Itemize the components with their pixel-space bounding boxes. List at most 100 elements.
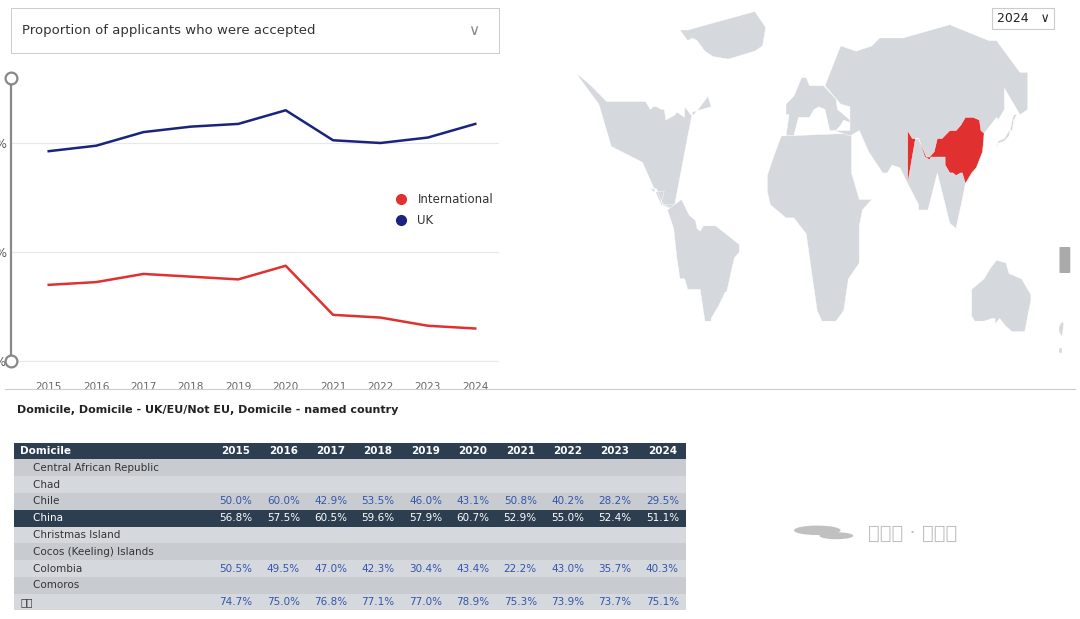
Text: 2024: 2024 [648, 446, 677, 456]
Bar [354, 594, 402, 610]
Circle shape [820, 532, 853, 539]
Text: 52.9%: 52.9% [503, 513, 537, 523]
Bar [213, 527, 259, 543]
Bar [307, 543, 354, 560]
Text: 43.0%: 43.0% [551, 563, 584, 574]
Bar [259, 560, 307, 577]
Bar [449, 577, 497, 594]
Bar [544, 594, 591, 610]
Bar [213, 560, 259, 577]
Text: 2020: 2020 [458, 446, 487, 456]
Bar [14, 543, 213, 560]
Bar [497, 459, 544, 476]
Text: China: China [21, 513, 64, 523]
Bar [449, 443, 497, 459]
Bar [354, 527, 402, 543]
Text: 43.4%: 43.4% [456, 563, 489, 574]
Bar [591, 527, 638, 543]
Bar [638, 527, 686, 543]
Bar [402, 443, 449, 459]
Bar [213, 543, 259, 560]
Legend: International, UK: International, UK [384, 188, 498, 232]
Text: 2015: 2015 [221, 446, 251, 456]
Bar [449, 560, 497, 577]
Bar [402, 577, 449, 594]
Bar [449, 510, 497, 527]
Text: 22.2%: 22.2% [503, 563, 537, 574]
Bar [497, 476, 544, 493]
Polygon shape [767, 133, 872, 321]
Bar [213, 577, 259, 594]
Text: 75.3%: 75.3% [503, 597, 537, 607]
Bar [544, 560, 591, 577]
Bar [544, 510, 591, 527]
Bar [591, 560, 638, 577]
Text: 总计: 总计 [21, 597, 32, 607]
Bar [497, 527, 544, 543]
Text: 40.2%: 40.2% [551, 496, 584, 506]
Text: 2022: 2022 [553, 446, 582, 456]
Bar [354, 510, 402, 527]
Text: Colombia: Colombia [21, 563, 82, 574]
Bar [354, 577, 402, 594]
Text: Cocos (Keeling) Islands: Cocos (Keeling) Islands [21, 547, 154, 556]
Bar [591, 476, 638, 493]
Bar [544, 459, 591, 476]
Text: Christmas Island: Christmas Island [21, 530, 121, 540]
Bar [402, 560, 449, 577]
Bar [544, 543, 591, 560]
Text: 50.8%: 50.8% [503, 496, 537, 506]
Bar [544, 476, 591, 493]
Bar [307, 443, 354, 459]
Bar [354, 560, 402, 577]
Bar [14, 527, 213, 543]
Text: 60.7%: 60.7% [457, 513, 489, 523]
Bar [591, 577, 638, 594]
Bar [591, 459, 638, 476]
Bar [544, 443, 591, 459]
Text: Central African Republic: Central African Republic [21, 463, 160, 473]
Bar [638, 577, 686, 594]
Text: 2017: 2017 [316, 446, 346, 456]
Text: 52.4%: 52.4% [598, 513, 632, 523]
Text: 60.5%: 60.5% [314, 513, 347, 523]
Bar [213, 443, 259, 459]
Bar [14, 594, 213, 610]
Bar [402, 527, 449, 543]
Text: 43.1%: 43.1% [456, 496, 489, 506]
Text: 59.6%: 59.6% [362, 513, 394, 523]
Text: 50.0%: 50.0% [219, 496, 253, 506]
Text: 公众号 · 戴森云: 公众号 · 戴森云 [868, 524, 957, 543]
Text: Comoros: Comoros [21, 580, 80, 591]
Bar [497, 510, 544, 527]
Bar [307, 560, 354, 577]
Bar [544, 493, 591, 510]
Bar [449, 476, 497, 493]
Bar [402, 459, 449, 476]
Text: 2024   ∨: 2024 ∨ [997, 12, 1050, 25]
Text: 46.0%: 46.0% [409, 496, 442, 506]
Text: 74.7%: 74.7% [219, 597, 253, 607]
Bar [497, 594, 544, 610]
Bar [213, 594, 259, 610]
Bar [591, 493, 638, 510]
Bar [638, 493, 686, 510]
Polygon shape [1059, 348, 1062, 353]
Polygon shape [825, 25, 1028, 228]
Bar [307, 459, 354, 476]
Bar [638, 476, 686, 493]
Text: Domicile, Domicile - UK/EU/Not EU, Domicile - named country: Domicile, Domicile - UK/EU/Not EU, Domic… [17, 405, 399, 415]
Text: 73.7%: 73.7% [598, 597, 632, 607]
Text: 30.4%: 30.4% [409, 563, 442, 574]
Bar [449, 594, 497, 610]
Bar [497, 493, 544, 510]
Text: 2018: 2018 [364, 446, 392, 456]
Bar [14, 476, 213, 493]
Text: 29.5%: 29.5% [646, 496, 679, 506]
Text: 56.8%: 56.8% [219, 513, 253, 523]
Bar [213, 476, 259, 493]
Text: 2021: 2021 [505, 446, 535, 456]
Bar [307, 510, 354, 527]
Bar [591, 594, 638, 610]
Bar [307, 577, 354, 594]
